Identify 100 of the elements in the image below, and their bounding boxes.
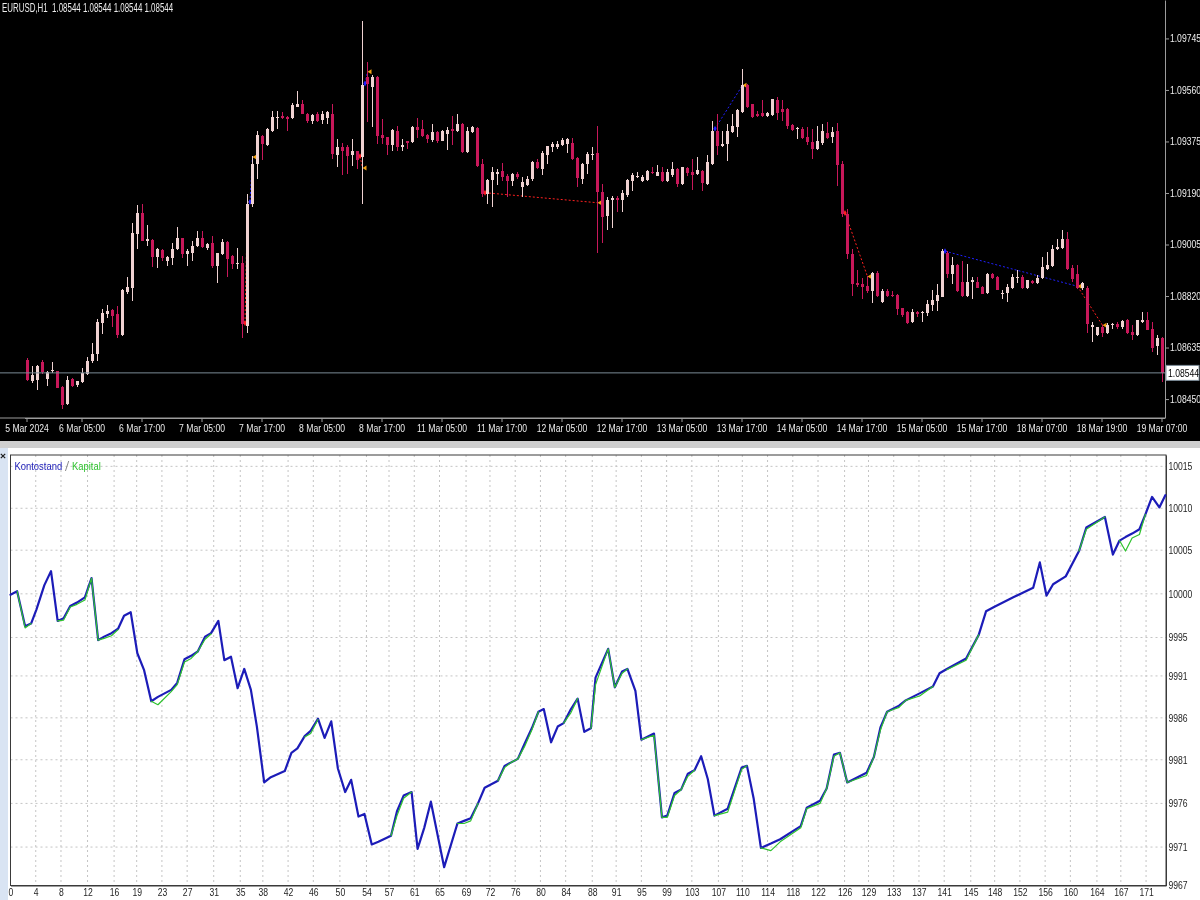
candlestick [171, 242, 174, 266]
x-tick-label: 11 Mar 05:00 [416, 422, 468, 435]
x-tick-label: 76 [510, 886, 521, 899]
y-tick-label: 10005 [1168, 544, 1193, 557]
x-tick-label: 15 Mar 05:00 [896, 422, 948, 435]
x-tick-label: 145 [964, 886, 979, 899]
candlestick [1156, 334, 1159, 356]
candlestick [586, 151, 589, 175]
x-tick-label: 110 [735, 886, 750, 899]
candlestick [961, 260, 964, 298]
x-tick-label: 118 [786, 886, 801, 899]
candlestick [226, 240, 229, 278]
candlestick [191, 240, 194, 262]
y-tick-label: 1.08820 [1169, 290, 1200, 303]
x-tick-label: 16 [109, 886, 120, 899]
x-tick-label: 72 [485, 886, 496, 899]
y-tick-label: 1.08635 [1169, 341, 1200, 354]
candlestick [621, 189, 624, 213]
y-tick-label: 9995 [1168, 631, 1188, 644]
candlestick [351, 138, 354, 167]
candlestick [271, 110, 274, 133]
candlestick [1061, 229, 1064, 250]
text: Kapital [71, 459, 101, 473]
candlestick [456, 113, 459, 133]
candlestick [876, 270, 879, 298]
candlestick [986, 272, 989, 295]
candlestick [971, 276, 974, 300]
x-tick-label: 133 [887, 886, 902, 899]
candlestick [936, 283, 939, 312]
candlestick [746, 83, 749, 109]
candlestick [821, 123, 824, 146]
x-tick-label: 50 [335, 886, 346, 899]
x-tick-label: 8 Mar 05:00 [299, 422, 345, 435]
candlestick [531, 160, 534, 182]
candlestick [606, 196, 609, 231]
candlestick [776, 96, 779, 121]
candlestick [691, 158, 694, 191]
candlestick [101, 308, 104, 335]
candlestick [136, 204, 139, 250]
x-tick-label: 54 [362, 886, 373, 899]
y-tick-label: 1.08450 [1169, 393, 1200, 406]
candlestick [576, 156, 579, 188]
y-tick-label: 9976 [1168, 797, 1188, 810]
candlestick [896, 293, 899, 316]
x-tick-label: 35 [235, 886, 246, 899]
candlestick [371, 74, 374, 128]
x-tick-label: 13 Mar 17:00 [716, 422, 768, 435]
candlestick [116, 305, 119, 339]
candlestick [146, 224, 149, 247]
candlestick [451, 115, 454, 146]
x-tick-label: 42 [283, 886, 294, 899]
candlestick [861, 277, 864, 300]
candlestick [521, 176, 524, 198]
candlestick [871, 271, 874, 304]
x-tick-label: 5 Mar 2024 [5, 422, 50, 435]
x-tick-label: 6 Mar 05:00 [59, 422, 105, 435]
x-tick-label: 7 Mar 05:00 [179, 422, 225, 435]
candlestick [341, 142, 344, 176]
candlestick [216, 252, 219, 284]
candlestick [176, 226, 179, 251]
x-tick-label: 7 Mar 17:00 [239, 422, 285, 435]
candlestick [396, 125, 399, 152]
x-tick-label: 129 [861, 886, 877, 899]
ref-line-label: 1.08544 [1168, 366, 1200, 379]
x-tick-label: 6 Mar 17:00 [119, 422, 165, 435]
candlestick [1016, 269, 1019, 284]
candlestick [951, 256, 954, 285]
candlestick [466, 126, 469, 154]
candlestick [261, 134, 264, 161]
candlestick [781, 99, 784, 122]
x-tick-label: 19 [132, 886, 142, 899]
x-tick-label: 152 [1013, 886, 1028, 899]
x-tick-label: 122 [811, 886, 826, 899]
x-tick-label: 167 [1114, 886, 1129, 899]
y-tick-label: 9981 [1168, 753, 1188, 766]
y-tick-label: 9991 [1168, 669, 1188, 682]
candlestick [61, 385, 64, 410]
candlestick [726, 123, 729, 162]
x-tick-label: 160 [1063, 886, 1079, 899]
candlestick [1001, 289, 1004, 300]
text: Kontostand [14, 459, 63, 473]
x-tick-label: 18 Mar 07:00 [1016, 422, 1068, 435]
y-tick-label: 1.09190 [1169, 187, 1200, 200]
candlestick [156, 247, 159, 269]
candlestick [966, 263, 969, 298]
y-tick-label: 9986 [1168, 711, 1188, 724]
x-tick-label: 137 [912, 886, 927, 899]
x-tick-label: 95 [637, 886, 647, 899]
candlestick [211, 235, 214, 269]
candlestick [486, 178, 489, 205]
x-tick-label: 141 [937, 886, 952, 899]
y-tick-label: 9967 [1168, 879, 1188, 892]
x-tick-label: 88 [587, 886, 598, 899]
candlestick [446, 126, 449, 151]
y-tick-label: 1.09560 [1169, 83, 1200, 96]
candlestick [1091, 321, 1094, 343]
x-tick-label: 12 Mar 05:00 [536, 422, 588, 435]
candlestick [716, 113, 719, 156]
candlestick [416, 117, 419, 139]
candlestick [706, 154, 709, 186]
